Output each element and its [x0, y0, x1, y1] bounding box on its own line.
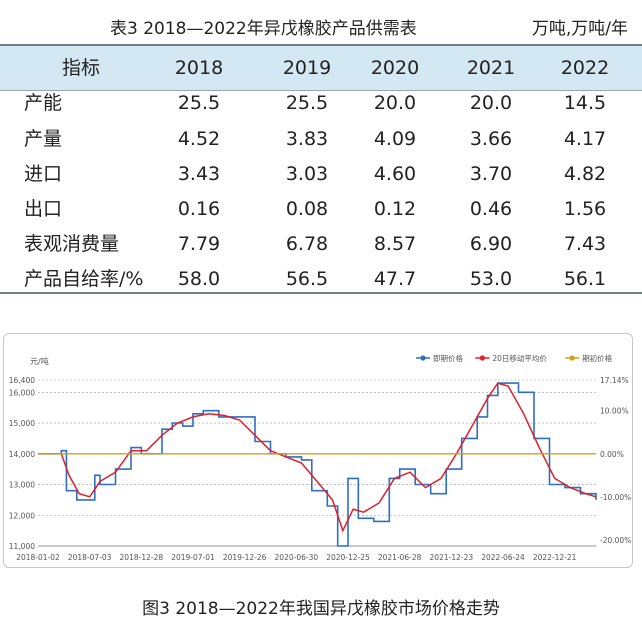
- table-cell: 56.5: [285, 268, 329, 290]
- y2-tick-label: 17.14%: [600, 376, 629, 385]
- table-cell: 6.78: [285, 233, 329, 255]
- table-cell: 53.0: [469, 268, 513, 290]
- table-title: 表3 2018—2022年异戊橡胶产品供需表: [110, 19, 417, 39]
- header-year: 2022: [560, 57, 610, 79]
- y2-tick-label: -10.00%: [600, 493, 631, 502]
- chart-svg: 元/吨 11,000 12,000 13,000 14,000 15,000 16,000 1…: [9, 353, 632, 562]
- figure-caption: 图3 2018—2022年我国异戊橡胶市场价格走势: [142, 599, 500, 619]
- y-tick-label: 11,000: [9, 542, 35, 551]
- x-tick-label: 2019-12-26: [223, 553, 267, 562]
- table-cell: 58.0: [177, 268, 221, 290]
- y2-tick-label: -20.00%: [600, 536, 631, 545]
- table-header-row: 指标 2018 2019 2020 2021 2022: [0, 44, 642, 91]
- table-cell: 3.83: [285, 128, 329, 150]
- table-cell: 3.03: [285, 163, 329, 185]
- table-cell: 3.66: [469, 128, 513, 150]
- table-unit: 万吨,万吨/年: [531, 19, 628, 39]
- y2-tick-label: 0.00%: [600, 450, 624, 459]
- header-label: 指标: [62, 57, 101, 79]
- table-cell: 4.52: [177, 128, 221, 150]
- table-cell: 3.70: [469, 163, 513, 185]
- legend-label: 20日移动平均价: [492, 353, 547, 363]
- table-cell: 20.0: [469, 92, 513, 114]
- x-tick-label: 2022-12-21: [533, 553, 577, 562]
- x-tick-label: 2019-07-01: [171, 553, 215, 562]
- table-cell: 0.12: [373, 198, 417, 220]
- row-label: 产量: [24, 128, 63, 150]
- row-label: 产品自给率/%: [24, 268, 144, 290]
- y-tick-label: 12,000: [9, 511, 35, 520]
- header-year: 2019: [282, 57, 332, 79]
- table-cell: 25.5: [177, 92, 221, 114]
- table-cell: 8.57: [373, 233, 417, 255]
- x-tick-label: 2022-06-24: [481, 553, 525, 562]
- table-cell: 4.09: [373, 128, 417, 150]
- table-caption: 表3 2018—2022年异戊橡胶产品供需表 万吨,万吨/年: [0, 14, 642, 39]
- legend-marker: [569, 355, 575, 361]
- table-bottom-rule: [0, 292, 642, 294]
- table-cell: 0.08: [285, 198, 329, 220]
- table-cell: 4.60: [373, 163, 417, 185]
- y-tick-label: 14,000: [9, 450, 35, 459]
- y-tick-label: 13,000: [9, 481, 35, 490]
- header-year: 2021: [466, 57, 516, 79]
- row-label: 出口: [24, 198, 63, 220]
- x-tick-label: 2018-12-28: [120, 553, 164, 562]
- table-cell: 47.7: [373, 268, 417, 290]
- table-cell: 20.0: [373, 92, 417, 114]
- table-cell: 4.17: [563, 128, 607, 150]
- table-cell: 25.5: [285, 92, 329, 114]
- row-label: 产能: [24, 92, 63, 114]
- x-tick-label: 2020-12-25: [326, 553, 370, 562]
- x-tick-label: 2020-06-30: [275, 553, 319, 562]
- table-cell: 7.43: [563, 233, 607, 255]
- header-year: 2020: [370, 57, 420, 79]
- x-tick-label: 2018-07-03: [68, 553, 112, 562]
- table-cell: 0.46: [469, 198, 513, 220]
- row-label: 进口: [24, 163, 63, 185]
- x-tick-label: 2018-01-02: [16, 553, 60, 562]
- y-tick-label: 16,400: [9, 376, 35, 385]
- supply-demand-table: 指标 2018 2019 2020 2021 2022 产能 25.5 25.5…: [0, 44, 642, 294]
- y-axis-label: 元/吨: [30, 356, 49, 366]
- table-cell: 7.79: [177, 233, 221, 255]
- y2-tick-label: 10.00%: [600, 407, 629, 416]
- y-tick-label: 16,000: [9, 388, 35, 397]
- x-tick-label: 2021-12-23: [430, 553, 474, 562]
- header-year: 2018: [174, 57, 224, 79]
- table-cell: 56.1: [563, 268, 607, 290]
- x-tick-label: 2021-06-28: [378, 553, 422, 562]
- series-line-2: [38, 382, 597, 533]
- table-cell: 6.90: [469, 233, 513, 255]
- legend-marker: [479, 355, 485, 361]
- price-trend-chart: 元/吨 11,000 12,000 13,000 14,000 15,000 16,000 1…: [3, 333, 633, 568]
- legend-marker: [420, 355, 426, 361]
- table-cell: 1.56: [563, 198, 607, 220]
- legend-label: 期初价格: [582, 353, 612, 363]
- legend-label: 即期价格: [433, 353, 463, 363]
- y-tick-label: 15,000: [9, 419, 35, 428]
- row-label: 表观消费量: [24, 233, 120, 255]
- table-cell: 0.16: [177, 198, 221, 220]
- table-cell: 14.5: [563, 92, 607, 114]
- table-cell: 4.82: [563, 163, 607, 185]
- table-cell: 3.43: [177, 163, 221, 185]
